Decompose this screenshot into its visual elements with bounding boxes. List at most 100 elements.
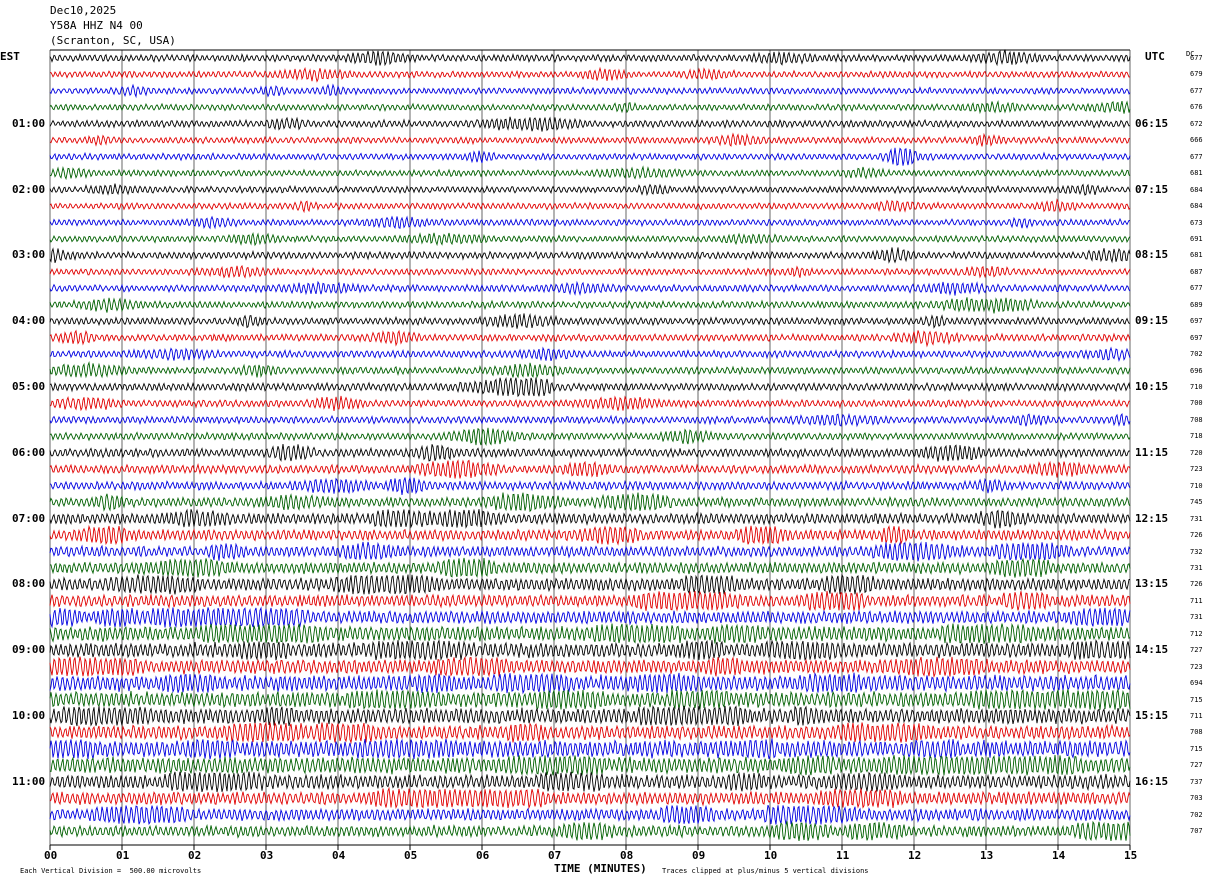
utc-hour-label: 10:15 [1135,380,1169,393]
dc-offset-label: 711 [1190,596,1203,605]
utc-hour-label: 12:15 [1135,511,1169,525]
dc-offset-label: 727 [1190,761,1203,770]
utc-hour-label: 08:15 [1135,248,1169,262]
est-hour-label: 08:00 [12,577,46,591]
est-hour-label: 06:00 [12,445,46,459]
dc-offset-label: 684 [1190,202,1203,211]
dc-offset-label: 712 [1190,629,1203,638]
trace-line-33 [49,573,1131,595]
dc-offset-label: 673 [1190,218,1203,227]
utc-hour-label: 14:15 [1135,643,1169,657]
x-tick-label-03: 03 [260,849,274,862]
trace-line-28 [49,492,1131,513]
trace-line-3 [49,83,1131,99]
dc-offset-label: 694 [1190,679,1203,688]
x-tick-label-07: 07 [548,849,562,862]
trace-line-24 [49,427,1131,447]
x-tick-label-15: 15 [1124,849,1138,862]
trace-line-43 [49,738,1131,760]
est-hour-label: 01:00 [12,116,46,130]
left-timezone-label: EST [0,50,20,63]
x-tick-label-13: 13 [980,849,994,862]
dc-offset-label: 723 [1190,662,1203,671]
est-hour-label: 09:00 [12,643,46,657]
dc-offset-label: 715 [1190,695,1203,704]
dc-offset-label: 666 [1190,136,1203,145]
dc-offset-label: 710 [1190,383,1203,391]
utc-hour-label: 07:15 [1135,182,1169,196]
dc-offset-label: 737 [1190,777,1203,786]
trace-line-40 [49,688,1131,711]
trace-line-9 [49,183,1131,197]
trace-line-29 [49,508,1131,529]
est-hour-label: 10:00 [12,709,46,722]
trace-line-11 [49,215,1131,230]
dc-offset-label: 689 [1190,300,1203,309]
est-hour-label: 11:00 [12,774,46,788]
dc-offset-label: 681 [1190,169,1203,178]
trace-line-27 [49,476,1131,495]
trace-line-14 [49,264,1131,279]
trace-line-37 [49,638,1131,661]
dc-offset-label: 731 [1190,514,1203,523]
trace-line-2 [49,66,1131,83]
x-tick-label-02: 02 [188,849,202,862]
dc-offset-label: 681 [1190,251,1203,260]
trace-line-26 [49,459,1131,479]
dc-offset-label: 732 [1190,547,1203,556]
trace-line-30 [49,524,1131,546]
trace-line-12 [49,231,1131,247]
trace-line-6 [49,132,1131,147]
scale-note: Each Vertical Division = 500.00 microvol… [20,867,202,875]
trace-line-13 [49,247,1131,264]
dc-offset-label: 702 [1190,810,1203,819]
dc-offset-label: 684 [1190,185,1203,194]
station-location: (Scranton, SC, USA) [50,34,176,47]
trace-line-45 [49,771,1131,793]
trace-line-36 [49,622,1131,644]
dc-offset-label: 720 [1190,448,1203,457]
dc-offset-label: 677 [1190,86,1203,95]
x-tick-label-12: 12 [908,849,922,862]
trace-line-10 [49,198,1131,214]
station-code: Y58A HHZ N4 00 [50,19,143,32]
trace-line-1 [49,49,1131,67]
trace-line-25 [49,444,1131,462]
x-tick-label-01: 01 [116,849,130,862]
dc-offset-label: 731 [1190,613,1203,622]
x-tick-label-04: 04 [332,849,346,862]
dc-offset-label: 703 [1190,794,1203,803]
est-hour-label: 02:00 [12,182,46,196]
trace-line-47 [49,804,1131,826]
dc-offset-label: 745 [1190,498,1203,507]
trace-line-18 [49,329,1131,348]
est-hour-label: 04:00 [12,314,46,328]
trace-line-39 [49,672,1131,695]
trace-line-35 [49,606,1131,629]
dc-offset-label: 696 [1190,366,1203,375]
trace-line-8 [49,165,1131,181]
trace-line-20 [49,360,1131,379]
dc-offset-label: 691 [1190,234,1203,243]
dc-offset-label: 702 [1190,350,1203,359]
trace-line-38 [49,655,1131,679]
dc-offset-label: 710 [1190,481,1203,490]
dc-offset-label: 707 [1190,827,1203,836]
dc-offset-label: 677 [1190,54,1203,62]
dc-offset-label: 700 [1190,399,1203,408]
dc-offset-label: 708 [1190,728,1203,737]
dc-offset-header: DC [1186,50,1195,58]
dc-offset-label: 726 [1190,531,1203,540]
x-tick-label-00: 00 [44,849,58,862]
dc-offset-label: 723 [1190,465,1203,474]
x-tick-label-06: 06 [476,849,490,862]
dc-offset-label: 715 [1190,744,1203,753]
est-hour-label: 07:00 [12,511,46,525]
dc-offset-label: 727 [1190,646,1203,655]
utc-hour-label: 06:15 [1135,116,1169,130]
trace-line-5 [49,116,1131,132]
x-axis-title: TIME (MINUTES) [554,862,647,875]
trace-line-42 [49,721,1131,745]
x-tick-label-11: 11 [836,849,850,862]
dc-offset-label: 677 [1190,284,1203,293]
